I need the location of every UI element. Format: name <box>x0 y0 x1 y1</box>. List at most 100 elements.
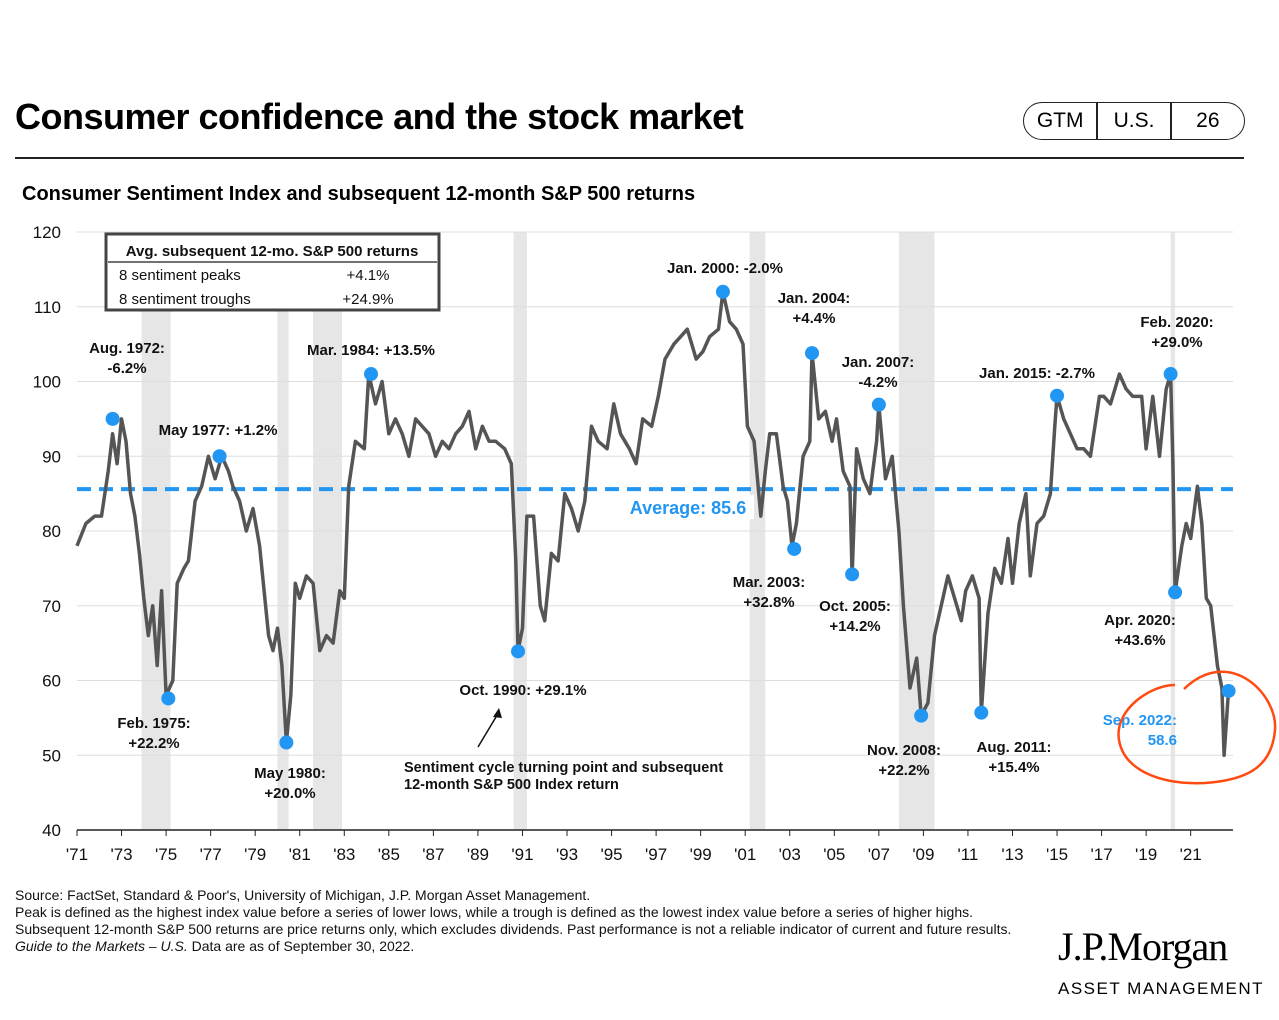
event-marker <box>161 691 176 706</box>
x-tick-label: '87 <box>422 845 444 864</box>
event-marker <box>1050 388 1065 403</box>
gtm-badge-group: GTM U.S. 26 <box>1023 102 1245 140</box>
x-tick-label-line: '83 <box>333 845 355 864</box>
event-label: Aug. 2011: +15.4% <box>976 739 1051 776</box>
footer-asof: Guide to the Markets – U.S. Data are as … <box>15 938 1045 955</box>
summary-table-header-line: Avg. subsequent 12-mo. S&P 500 returns <box>126 243 419 260</box>
summary-table-row-label-line: 8 sentiment troughs <box>119 291 251 308</box>
event-label-line: Jan. 2004: <box>778 290 851 307</box>
event-label-line: +32.8% <box>743 594 794 611</box>
jpmorgan-logo: J.P.Morgan ASSET MANAGEMENT <box>1058 925 1264 999</box>
event-label: Aug. 1972: -6.2% <box>89 340 165 377</box>
event-label: Oct. 2005: +14.2% <box>819 598 891 635</box>
event-label: Mar. 1984: +13.5% <box>307 342 435 359</box>
x-tick-label-line: '71 <box>66 845 88 864</box>
event-label-line: Aug. 2011: <box>976 739 1051 756</box>
x-tick-label: '19 <box>1135 845 1157 864</box>
x-tick-label-line: '07 <box>868 845 890 864</box>
event-marker <box>279 735 294 750</box>
event-marker <box>871 397 886 412</box>
page-title: Consumer confidence and the stock market <box>15 96 744 137</box>
y-tick-label-line: 90 <box>42 447 61 466</box>
event-label-line: Aug. 1972: <box>89 340 165 357</box>
event-label: Jan. 2015: -2.7% <box>979 365 1095 382</box>
annotation-arrow <box>477 711 500 748</box>
y-tick-label: 90 <box>42 447 61 466</box>
x-tick-label: '83 <box>333 845 355 864</box>
x-tick-label: '05 <box>823 845 845 864</box>
x-tick-label-line: '81 <box>289 845 311 864</box>
x-tick-label: '13 <box>1001 845 1023 864</box>
y-tick-label: 80 <box>42 522 61 541</box>
logo-brand: J.P.Morgan <box>1058 924 1228 969</box>
event-label-line: -6.2% <box>107 360 146 377</box>
sentiment-chart: 40 50 60 70 80 90 100 110 120 '71 '73 '75 '77 '79 '81 '… <box>33 223 1277 864</box>
x-tick-label: '03 <box>779 845 801 864</box>
y-tick-label: 70 <box>42 597 61 616</box>
y-tick-label-line: 100 <box>33 373 61 392</box>
sentiment-line <box>75 290 1231 758</box>
y-tick-label-line: 60 <box>42 672 61 691</box>
event-marker <box>1221 683 1236 698</box>
badge-region: U.S. <box>1113 109 1155 132</box>
x-tick-label-line: '75 <box>155 845 177 864</box>
footer-guide: Guide to the Markets – U.S. <box>15 938 188 954</box>
annotation-text: Sentiment cycle turning point and subseq… <box>404 760 723 793</box>
annotation-arrowhead <box>493 708 502 718</box>
x-tick-label: '07 <box>868 845 890 864</box>
event-label-line: Mar. 2003: <box>733 574 806 591</box>
y-tick-label-line: 50 <box>42 746 61 765</box>
event-label-line: Nov. 2008: <box>867 742 941 759</box>
event-marker <box>805 346 820 361</box>
event-label: May 1980: +20.0% <box>254 765 326 802</box>
x-tick-label-line: '11 <box>957 845 978 864</box>
event-marker <box>364 367 379 382</box>
x-tick-label-line: '17 <box>1091 845 1113 864</box>
x-tick-label-line: '79 <box>244 845 266 864</box>
x-tick-label: '71 <box>66 845 88 864</box>
y-tick-label: 40 <box>42 821 61 840</box>
chart-subtitle: Consumer Sentiment Index and subsequent … <box>22 183 696 205</box>
event-marker <box>105 411 120 426</box>
annotation-text-line: 12-month S&P 500 Index return <box>404 777 619 793</box>
summary-table-row-value-line: +4.1% <box>347 267 390 284</box>
y-tick-label: 60 <box>42 672 61 691</box>
x-tick-label: '79 <box>244 845 266 864</box>
event-marker <box>511 644 526 659</box>
x-tick-label-line: '87 <box>422 845 444 864</box>
event-label: Sep. 2022: 58.6 <box>1103 712 1177 749</box>
event-marker <box>1168 585 1183 600</box>
x-tick-label: '97 <box>645 845 667 864</box>
average-label-bg <box>622 495 754 520</box>
x-tick-label-line: '01 <box>734 845 756 864</box>
x-tick-label: '89 <box>467 845 489 864</box>
x-tick-label-line: '13 <box>1001 845 1023 864</box>
badge-divider <box>1170 103 1172 139</box>
event-label-line: +14.2% <box>829 618 880 635</box>
x-tick-label-line: '05 <box>823 845 845 864</box>
x-tick-label-line: '15 <box>1046 845 1068 864</box>
badge-gtm: GTM <box>1036 109 1084 132</box>
event-label: Jan. 2004: +4.4% <box>778 290 851 327</box>
event-label-line: +43.6% <box>1114 632 1165 649</box>
x-tick-label: '75 <box>155 845 177 864</box>
event-marker <box>212 449 227 464</box>
event-label-line: Oct. 2005: <box>819 598 891 615</box>
x-tick-label-line: '85 <box>378 845 400 864</box>
event-label-line: +29.0% <box>1151 334 1202 351</box>
summary-table-header: Avg. subsequent 12-mo. S&P 500 returns <box>126 243 419 260</box>
event-label: Feb. 2020: +29.0% <box>1140 314 1213 351</box>
event-label-line: May 1980: <box>254 765 326 782</box>
event-marker <box>914 708 929 723</box>
y-tick-label: 110 <box>34 298 61 317</box>
event-marker <box>715 284 730 299</box>
y-tick-label-line: 110 <box>34 298 61 317</box>
event-label-line: Apr. 2020: <box>1104 612 1176 629</box>
x-tick-label: '01 <box>734 845 756 864</box>
x-tick-label: '85 <box>378 845 400 864</box>
event-label: Feb. 1975: +22.2% <box>117 715 190 752</box>
x-tick-label-line: '95 <box>600 845 622 864</box>
y-tick-label: 120 <box>33 223 61 242</box>
event-label-line: Sep. 2022: <box>1103 712 1177 729</box>
y-tick-label-line: 80 <box>42 522 61 541</box>
